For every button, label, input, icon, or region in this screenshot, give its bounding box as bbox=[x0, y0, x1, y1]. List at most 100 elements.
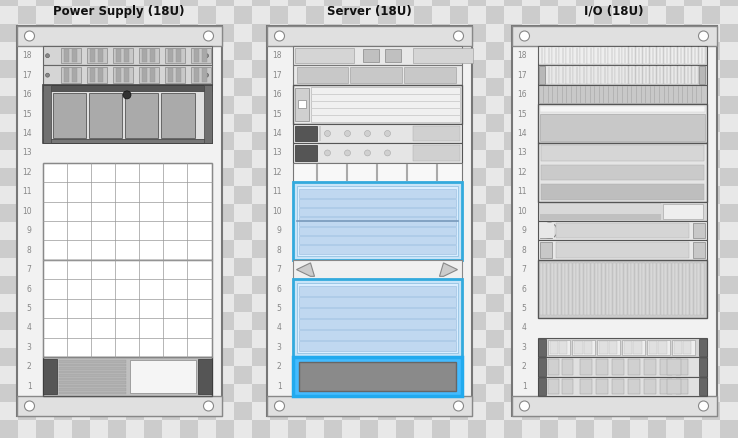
Bar bbox=[540, 204, 558, 222]
Bar bbox=[601, 67, 607, 84]
Bar bbox=[234, 0, 252, 6]
Bar bbox=[216, 402, 234, 420]
Bar bbox=[413, 126, 460, 141]
Bar bbox=[432, 222, 450, 240]
Bar bbox=[252, 42, 270, 60]
Bar bbox=[450, 150, 468, 168]
Text: Power Supply (18U): Power Supply (18U) bbox=[53, 5, 184, 18]
Bar bbox=[72, 366, 90, 384]
Bar bbox=[324, 258, 342, 276]
Bar bbox=[537, 46, 706, 65]
Bar bbox=[324, 276, 342, 294]
Bar bbox=[90, 366, 108, 384]
Bar bbox=[165, 48, 184, 64]
Circle shape bbox=[520, 401, 529, 411]
Bar bbox=[648, 6, 666, 24]
Bar bbox=[18, 312, 36, 330]
Bar bbox=[594, 312, 612, 330]
Bar bbox=[613, 263, 616, 315]
Text: 16: 16 bbox=[272, 90, 281, 99]
Bar bbox=[126, 150, 144, 168]
Bar bbox=[720, 420, 738, 438]
Bar bbox=[162, 186, 180, 204]
Bar bbox=[486, 0, 504, 6]
Bar bbox=[288, 132, 306, 150]
Bar bbox=[378, 6, 396, 24]
Text: 4: 4 bbox=[522, 323, 526, 332]
Bar bbox=[660, 359, 672, 374]
Bar bbox=[306, 150, 324, 168]
Bar bbox=[671, 47, 677, 64]
Bar bbox=[378, 0, 396, 6]
Bar bbox=[288, 258, 306, 276]
Bar bbox=[699, 47, 705, 64]
Bar bbox=[630, 6, 648, 24]
Bar bbox=[666, 150, 684, 168]
Circle shape bbox=[698, 31, 708, 41]
Bar bbox=[450, 60, 468, 78]
Circle shape bbox=[204, 54, 209, 58]
Bar bbox=[234, 168, 252, 186]
Bar bbox=[72, 384, 90, 402]
Text: 5: 5 bbox=[277, 304, 281, 313]
Bar bbox=[573, 67, 580, 84]
Text: 14: 14 bbox=[272, 129, 281, 138]
Bar bbox=[162, 240, 180, 258]
Bar bbox=[591, 263, 594, 315]
Bar bbox=[234, 132, 252, 150]
Bar bbox=[504, 186, 522, 204]
Bar bbox=[547, 263, 550, 315]
Bar bbox=[288, 312, 306, 330]
Bar bbox=[414, 42, 432, 60]
Bar bbox=[162, 366, 180, 384]
Bar bbox=[108, 204, 126, 222]
Circle shape bbox=[275, 31, 285, 41]
Bar bbox=[539, 217, 661, 218]
Bar bbox=[234, 114, 252, 132]
Bar bbox=[161, 93, 195, 138]
Bar bbox=[108, 258, 126, 276]
Bar bbox=[378, 402, 396, 420]
Bar bbox=[580, 47, 587, 64]
Bar bbox=[576, 402, 594, 420]
Text: 15: 15 bbox=[272, 110, 281, 119]
Bar bbox=[36, 186, 54, 204]
Bar bbox=[558, 42, 576, 60]
Bar bbox=[252, 420, 270, 438]
Bar bbox=[486, 402, 504, 420]
Bar bbox=[342, 258, 360, 276]
Bar bbox=[144, 222, 162, 240]
Bar bbox=[504, 258, 522, 276]
Bar bbox=[168, 68, 173, 82]
Bar bbox=[126, 42, 144, 60]
Bar bbox=[270, 420, 288, 438]
Bar bbox=[234, 348, 252, 366]
Bar bbox=[162, 78, 180, 96]
Bar bbox=[558, 0, 576, 6]
Bar bbox=[666, 348, 684, 366]
Bar bbox=[288, 402, 306, 420]
Bar bbox=[648, 132, 666, 150]
Bar bbox=[594, 276, 612, 294]
Bar bbox=[432, 78, 450, 96]
Bar bbox=[342, 294, 360, 312]
Bar bbox=[288, 384, 306, 402]
Bar bbox=[450, 42, 468, 60]
Bar bbox=[54, 96, 72, 114]
Bar bbox=[414, 294, 432, 312]
Bar bbox=[0, 384, 18, 402]
Bar bbox=[252, 240, 270, 258]
Bar bbox=[54, 330, 72, 348]
Text: 15: 15 bbox=[517, 110, 526, 119]
Bar bbox=[414, 258, 432, 276]
Text: 4: 4 bbox=[277, 323, 281, 332]
Bar bbox=[432, 384, 450, 402]
Bar bbox=[126, 420, 144, 438]
Bar bbox=[72, 6, 90, 24]
Bar bbox=[548, 378, 559, 394]
Bar bbox=[648, 294, 666, 312]
Bar bbox=[608, 67, 615, 84]
Bar bbox=[142, 49, 147, 63]
Bar bbox=[18, 420, 36, 438]
Bar bbox=[72, 24, 90, 42]
